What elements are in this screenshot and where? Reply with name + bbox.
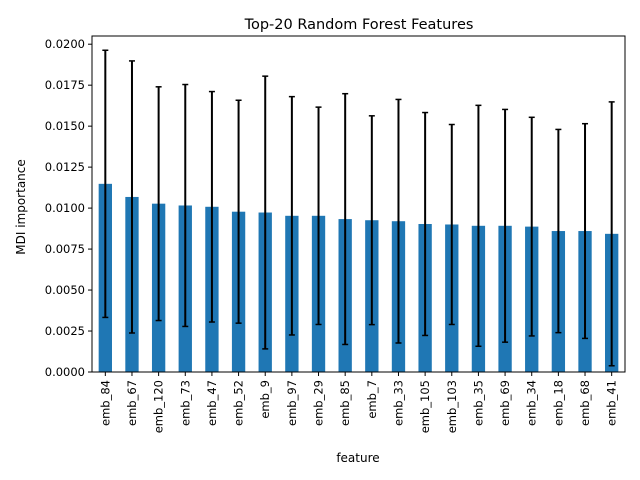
x-tick-label: emb_85 <box>338 380 352 426</box>
x-axis: emb_84 emb_67 emb_120 emb_73 emb_47 emb_52 emb… <box>98 372 619 433</box>
y-tick-label: 0.0100 <box>45 201 85 215</box>
x-tick-label: emb_68 <box>578 380 592 426</box>
bars-group <box>98 183 619 372</box>
x-tick-label: emb_33 <box>391 380 405 426</box>
x-tick-label: emb_7 <box>365 380 379 419</box>
chart-title: Top-20 Random Forest Features <box>244 17 474 33</box>
x-tick-label: emb_41 <box>605 380 619 426</box>
x-axis-label: feature <box>336 451 379 465</box>
y-tick-label: 0.0175 <box>45 78 85 92</box>
y-tick-label: 0.0000 <box>45 365 85 379</box>
plot-frame <box>91 35 626 373</box>
x-tick-label: emb_18 <box>551 380 565 426</box>
x-tick-label: emb_105 <box>418 380 432 433</box>
y-tick-label: 0.0025 <box>45 324 85 338</box>
x-tick-label: emb_69 <box>498 380 512 426</box>
x-tick-label: emb_34 <box>525 380 539 426</box>
x-tick-label: emb_84 <box>98 380 112 426</box>
x-tick-label: emb_67 <box>125 380 139 426</box>
y-axis: 0.0000 0.0025 0.0050 0.0075 0.0100 0.0125 0.01… <box>45 37 92 379</box>
x-tick-label: emb_9 <box>258 380 272 419</box>
x-tick-label: emb_97 <box>285 380 299 426</box>
x-tick-label: emb_35 <box>471 380 485 426</box>
y-tick-label: 0.0075 <box>45 242 85 256</box>
y-tick-label: 0.0150 <box>45 119 85 133</box>
y-tick-label: 0.0125 <box>45 160 85 174</box>
x-tick-label: emb_103 <box>445 380 459 433</box>
x-tick-label: emb_29 <box>312 380 326 426</box>
x-tick-label: emb_73 <box>178 380 192 426</box>
x-tick-label: emb_120 <box>152 380 166 433</box>
x-tick-label: emb_47 <box>205 380 219 426</box>
y-tick-label: 0.0050 <box>45 283 85 297</box>
error-bars-group <box>102 49 615 367</box>
y-axis-label: MDI importance <box>14 159 28 255</box>
y-tick-label: 0.0200 <box>45 37 85 51</box>
x-tick-label: emb_52 <box>232 380 246 426</box>
